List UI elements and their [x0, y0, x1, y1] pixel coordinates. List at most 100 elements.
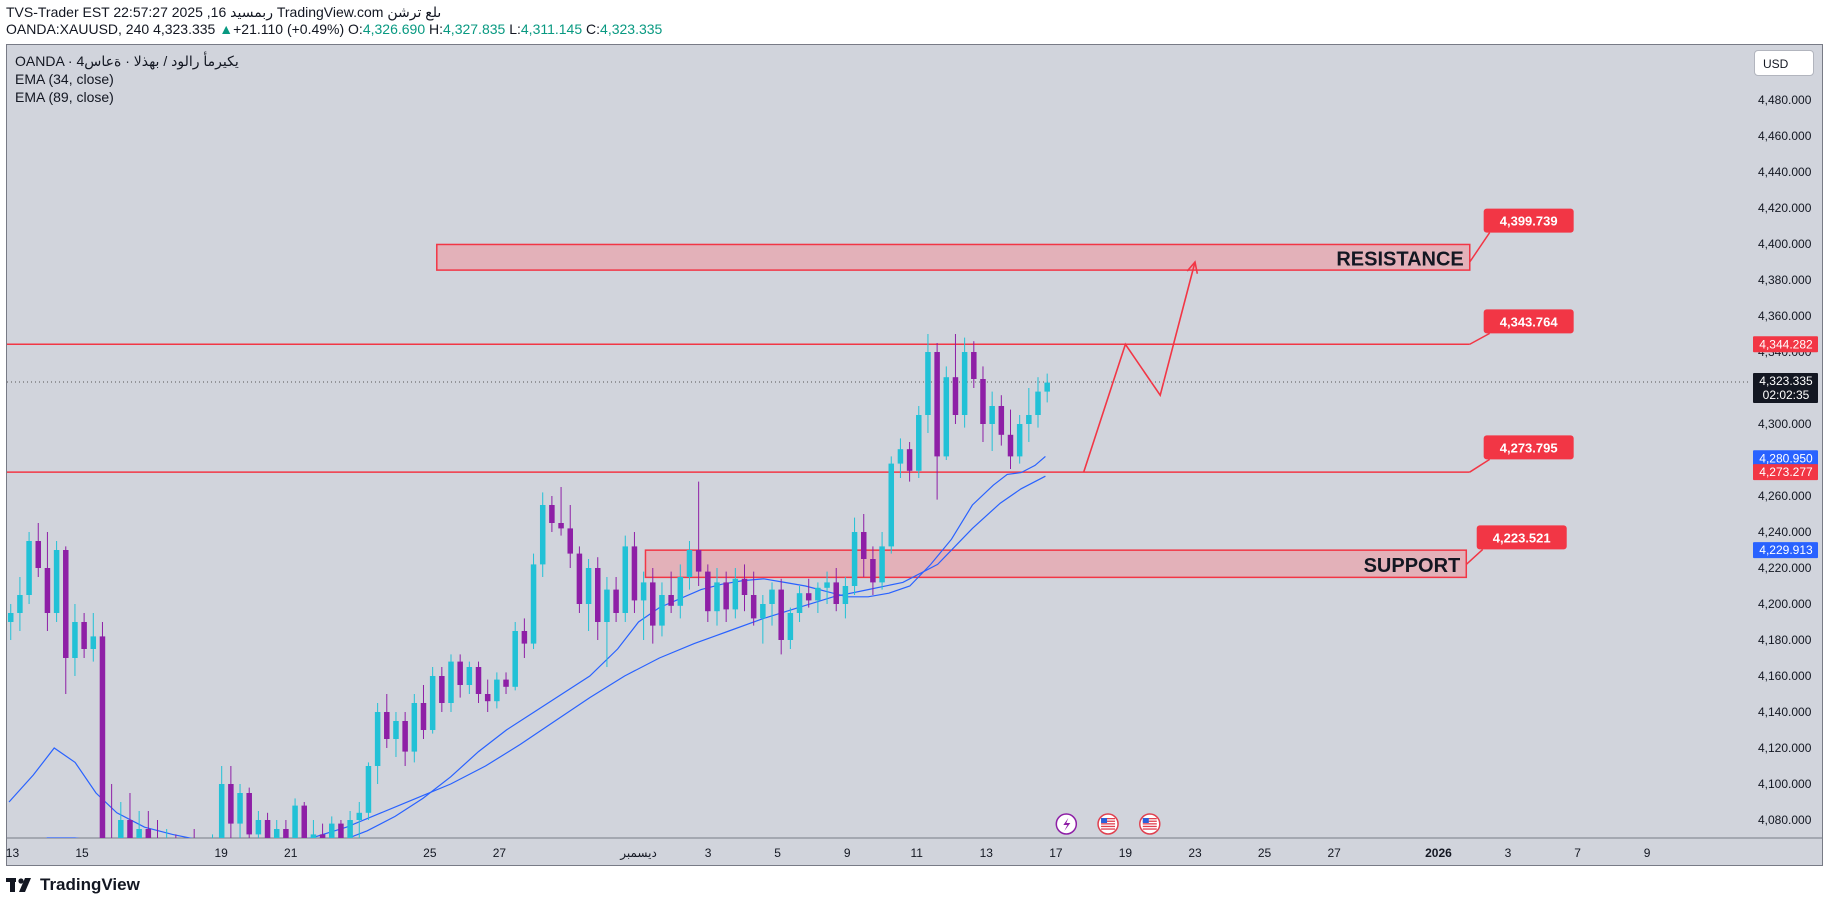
candle-body[interactable] [613, 589, 619, 613]
candle-body[interactable] [273, 829, 280, 860]
callout-4223[interactable] [1476, 525, 1567, 550]
candle-body[interactable] [191, 845, 197, 856]
candle-body[interactable] [530, 564, 537, 644]
legend-ema89[interactable]: EMA (89, close) [15, 89, 114, 105]
candle-body[interactable] [558, 523, 564, 529]
candle-body[interactable] [567, 528, 573, 554]
candle-body[interactable] [90, 636, 97, 649]
plot-area[interactable] [7, 243, 1750, 892]
candle-body[interactable] [989, 406, 995, 424]
candle-body[interactable] [1007, 434, 1014, 457]
candle-body[interactable] [934, 352, 940, 457]
candle-body[interactable] [925, 352, 931, 415]
candle-body[interactable] [329, 823, 335, 846]
candle-body[interactable] [695, 550, 702, 572]
resistance-zone[interactable] [436, 243, 1471, 271]
candle-body[interactable] [916, 415, 922, 471]
candle-body[interactable] [888, 463, 895, 547]
candle-body[interactable] [420, 703, 427, 730]
tag-current[interactable] [1753, 372, 1818, 403]
candle-body[interactable] [897, 449, 904, 464]
candle-body[interactable] [787, 613, 794, 640]
candle-body[interactable] [714, 582, 720, 612]
candle-body[interactable] [292, 805, 298, 846]
candle-body[interactable] [503, 679, 509, 687]
candle-body[interactable] [384, 712, 390, 739]
candle-body[interactable] [1044, 382, 1050, 392]
candle-body[interactable] [686, 550, 693, 577]
candle-body[interactable] [494, 679, 500, 702]
candle-body[interactable] [980, 379, 986, 424]
candle-body[interactable] [127, 820, 133, 856]
candle-body[interactable] [760, 604, 766, 619]
candle-body[interactable] [246, 793, 252, 835]
candle-body[interactable] [218, 784, 225, 843]
candle-body[interactable] [879, 546, 885, 583]
candle-body[interactable] [109, 838, 115, 856]
candle-body[interactable] [1035, 391, 1041, 415]
candle-body[interactable] [72, 622, 78, 658]
candle-body[interactable] [53, 550, 60, 613]
candle-body[interactable] [35, 541, 42, 568]
candle-body[interactable] [512, 631, 518, 687]
candle-body[interactable] [283, 829, 289, 845]
candle-body[interactable] [228, 784, 234, 824]
candle-body[interactable] [870, 559, 876, 583]
candle-body[interactable] [173, 838, 179, 860]
candle-body[interactable] [365, 766, 372, 813]
tag-resistance-line[interactable] [1753, 336, 1818, 353]
candle-body[interactable] [650, 582, 656, 626]
candle-body[interactable] [393, 721, 399, 739]
legend-ema34[interactable]: EMA (34, close) [15, 71, 114, 87]
support-zone[interactable] [644, 549, 1468, 579]
candle-body[interactable] [998, 406, 1005, 435]
symbol-name[interactable]: OANDA:XAUUSD, 240 [6, 21, 150, 37]
candle-body[interactable] [971, 352, 977, 379]
candle-body[interactable] [411, 703, 418, 752]
candle-body[interactable] [63, 550, 69, 658]
candle-body[interactable] [594, 568, 601, 622]
candle-body[interactable] [182, 845, 188, 859]
candle-body[interactable] [17, 595, 23, 613]
candle-body[interactable] [769, 589, 775, 604]
candle-body[interactable] [201, 849, 207, 856]
legend-symbol[interactable]: OANDA · يكيرمأ رالود / بهذلا · ةعاس4 [15, 53, 239, 69]
ema89-line[interactable] [26, 475, 1046, 847]
candle-body[interactable] [319, 834, 326, 845]
candle-body[interactable] [741, 578, 748, 595]
candle-body[interactable] [952, 377, 959, 415]
candle-body[interactable] [448, 661, 454, 703]
candle-body[interactable] [466, 667, 473, 685]
candle-body[interactable] [264, 820, 271, 860]
candle-body[interactable] [356, 812, 363, 820]
candle-body[interactable] [576, 553, 583, 604]
candle-body[interactable] [631, 546, 638, 601]
candle-body[interactable] [457, 661, 463, 685]
candle-body[interactable] [99, 636, 106, 838]
projection-path[interactable] [1082, 261, 1196, 473]
candle-body[interactable] [640, 582, 647, 601]
candle-body[interactable] [155, 847, 161, 865]
candle-body[interactable] [851, 532, 858, 586]
candle-body[interactable] [778, 589, 784, 640]
callout-4273[interactable] [1483, 435, 1574, 460]
ema34-line[interactable] [8, 455, 1046, 845]
tag-ema34[interactable] [1753, 450, 1818, 467]
candle-body[interactable] [705, 571, 711, 612]
candle-body[interactable] [723, 582, 729, 610]
candle-body[interactable] [677, 577, 684, 606]
candle-body[interactable] [943, 377, 950, 457]
candle-body[interactable] [237, 793, 243, 824]
candle-body[interactable] [906, 449, 913, 471]
callout-4399[interactable] [1483, 208, 1574, 233]
candle-body[interactable] [338, 823, 344, 842]
tradingview-logo[interactable]: TradingView [6, 873, 140, 897]
candle-body[interactable] [475, 667, 482, 694]
candle-body[interactable] [539, 505, 546, 565]
candle-body[interactable] [604, 589, 610, 622]
candle-body[interactable] [81, 622, 87, 649]
candle-body[interactable] [622, 546, 629, 613]
candle-body[interactable] [961, 352, 968, 415]
candle-body[interactable] [439, 676, 445, 703]
candle-body[interactable] [429, 676, 436, 730]
